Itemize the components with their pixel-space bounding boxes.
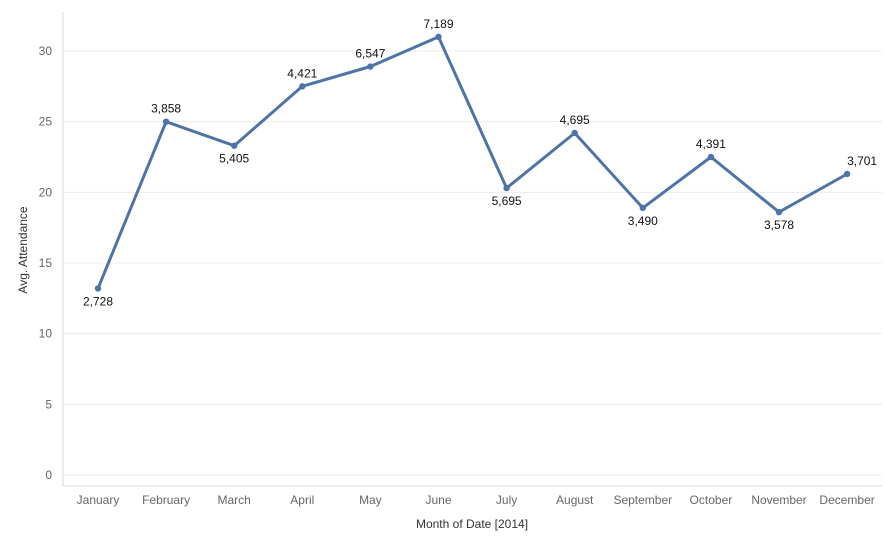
x-tick-label: May <box>359 493 382 507</box>
data-point <box>707 153 715 161</box>
data-label: 5,405 <box>219 152 249 166</box>
y-tick-label: 20 <box>39 185 53 199</box>
y-tick-label: 30 <box>39 44 53 58</box>
data-point <box>435 33 442 41</box>
gridlines <box>63 50 882 476</box>
data-label: 4,695 <box>560 113 590 127</box>
y-tick-label: 10 <box>39 327 53 341</box>
x-tick-label: March <box>218 493 251 507</box>
data-point <box>775 208 783 216</box>
data-label: 3,858 <box>151 102 181 116</box>
data-label: 4,391 <box>696 137 726 151</box>
data-point <box>843 170 851 178</box>
data-label: 3,701 <box>847 154 877 168</box>
y-tick-label: 0 <box>45 468 52 482</box>
y-tick-label: 25 <box>39 115 53 129</box>
x-tick-label: July <box>496 493 517 507</box>
x-tick-labels: January February March April May June July Augu… <box>77 493 875 507</box>
data-points <box>94 33 851 292</box>
x-tick-label: April <box>290 493 314 507</box>
series-line <box>96 35 849 290</box>
axes <box>62 12 882 487</box>
x-tick-label: January <box>77 493 120 507</box>
data-label: 4,421 <box>287 66 317 80</box>
x-tick-label: October <box>690 493 733 507</box>
x-tick-label: February <box>142 493 190 507</box>
data-label: 3,578 <box>764 218 794 232</box>
data-point <box>162 118 170 125</box>
data-point <box>503 184 510 192</box>
data-point <box>94 285 102 292</box>
x-tick-label: December <box>819 493 874 507</box>
y-tick-label: 15 <box>39 256 53 270</box>
data-labels: 2,728 3,858 5,405 4,421 6,547 7,189 5,695 4,695… <box>83 17 877 309</box>
x-tick-label: August <box>556 493 594 507</box>
x-axis-title: Month of Date [2014] <box>416 517 528 531</box>
data-point <box>367 63 374 70</box>
x-tick-label: November <box>751 493 806 507</box>
data-label: 2,728 <box>83 294 113 308</box>
data-point <box>299 83 306 90</box>
data-label: 3,490 <box>628 214 658 228</box>
data-label: 6,547 <box>355 47 385 61</box>
data-point <box>639 204 646 212</box>
y-tick-label: 5 <box>45 397 52 411</box>
x-tick-label: September <box>613 493 672 507</box>
data-label: 5,695 <box>492 194 522 208</box>
y-axis-title: Avg. Attendance <box>16 206 30 294</box>
data-label: 7,189 <box>423 17 453 31</box>
data-point <box>571 129 578 137</box>
data-point <box>231 142 238 149</box>
y-tick-labels: 0 5 10 15 20 25 30 <box>39 44 53 482</box>
x-tick-label: June <box>425 493 451 507</box>
